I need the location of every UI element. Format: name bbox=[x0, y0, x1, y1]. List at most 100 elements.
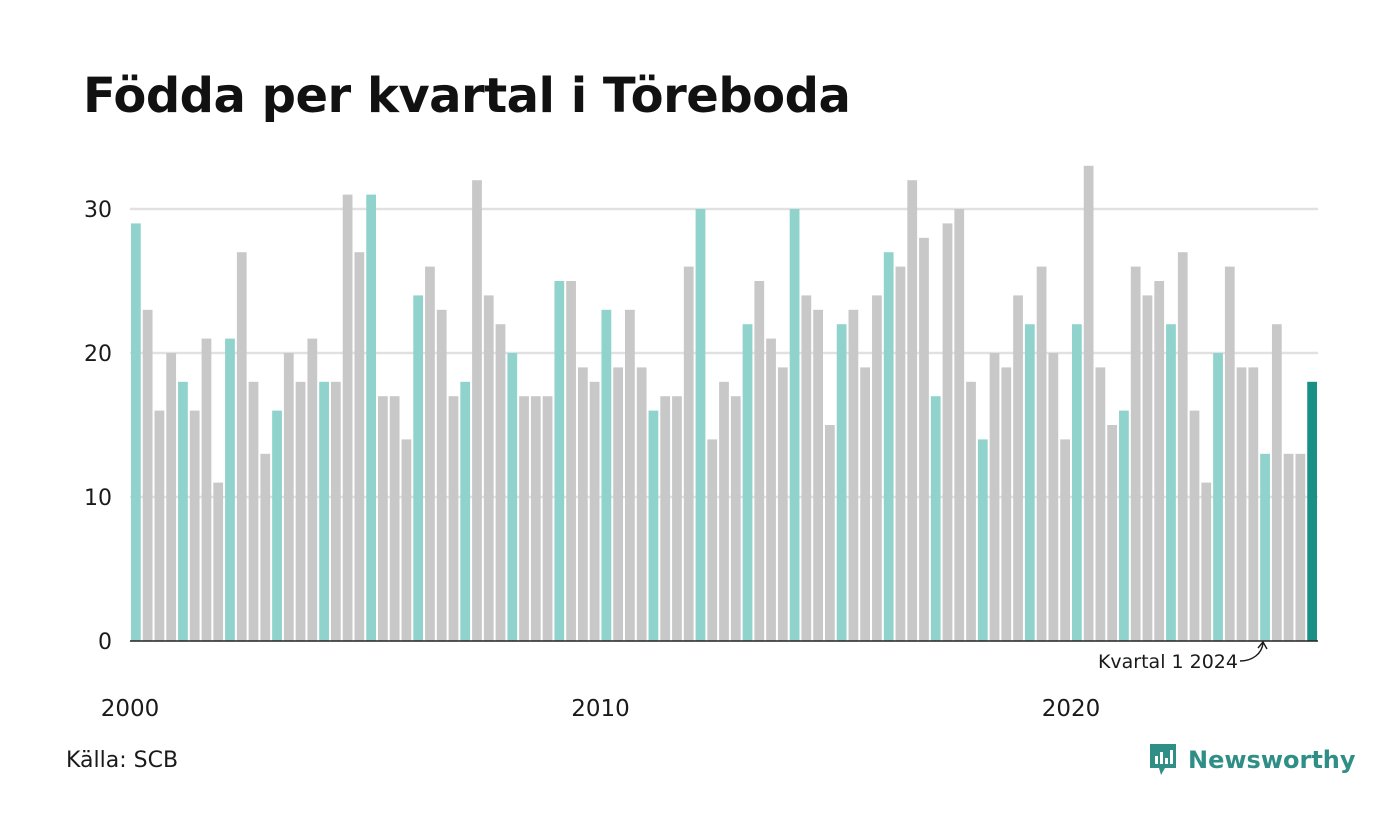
bar bbox=[389, 396, 400, 641]
bar bbox=[142, 309, 153, 641]
bar bbox=[695, 209, 706, 641]
bar bbox=[577, 367, 588, 641]
y-tick-labels: 0 10 20 30 bbox=[84, 198, 112, 655]
bar bbox=[707, 439, 718, 641]
bar bbox=[542, 396, 553, 641]
bar bbox=[636, 367, 647, 641]
bar bbox=[519, 396, 529, 641]
bar bbox=[1060, 439, 1070, 641]
bar bbox=[495, 324, 506, 641]
bar bbox=[248, 381, 259, 641]
bar bbox=[295, 381, 306, 641]
bar bbox=[413, 295, 424, 641]
bar bbox=[366, 194, 377, 641]
bar bbox=[472, 180, 482, 641]
bar bbox=[1095, 367, 1106, 641]
bar bbox=[883, 252, 894, 641]
bar bbox=[201, 338, 212, 641]
bar bbox=[1013, 295, 1023, 641]
bar bbox=[1271, 324, 1282, 641]
y-tick-label: 30 bbox=[84, 198, 112, 223]
curved-arrow-icon bbox=[1239, 640, 1268, 662]
bar bbox=[1166, 324, 1176, 641]
bar bbox=[801, 295, 812, 641]
bar bbox=[1224, 266, 1235, 641]
newsworthy-logo-icon bbox=[1150, 744, 1176, 775]
bar bbox=[954, 209, 965, 641]
bar bbox=[1177, 252, 1188, 641]
bar bbox=[354, 252, 365, 641]
bar bbox=[1260, 453, 1270, 641]
bar bbox=[307, 338, 318, 641]
x-tick-labels: 2000 2010 2020 bbox=[101, 696, 1101, 722]
bar bbox=[1283, 453, 1294, 641]
bar bbox=[1213, 353, 1223, 641]
bar bbox=[1307, 381, 1317, 641]
bar bbox=[189, 410, 200, 641]
bar bbox=[1083, 165, 1094, 642]
bar bbox=[178, 381, 188, 641]
y-tick-label: 20 bbox=[84, 342, 112, 367]
bar bbox=[554, 281, 565, 641]
bar bbox=[225, 338, 235, 641]
bar bbox=[754, 281, 765, 641]
bar bbox=[789, 209, 800, 641]
bar bbox=[1130, 266, 1141, 641]
bar bbox=[131, 223, 141, 641]
bar bbox=[660, 396, 671, 641]
bar-chart: 0 10 20 30 2000 2010 2020 Kvartal 1 2024 bbox=[84, 165, 1318, 722]
bar bbox=[648, 410, 659, 641]
bar bbox=[319, 381, 329, 641]
bar bbox=[1071, 324, 1082, 641]
bar bbox=[942, 223, 953, 641]
bar bbox=[1236, 367, 1247, 641]
bar bbox=[1119, 410, 1129, 641]
bar bbox=[989, 353, 1000, 641]
bar bbox=[1189, 410, 1200, 641]
bar bbox=[378, 396, 388, 641]
bar bbox=[330, 381, 341, 641]
bar bbox=[742, 324, 753, 641]
bar bbox=[730, 396, 741, 641]
bar bbox=[260, 453, 271, 641]
bar bbox=[977, 439, 988, 641]
bar bbox=[848, 309, 859, 641]
bar bbox=[507, 353, 518, 641]
y-tick-label: 10 bbox=[84, 486, 112, 511]
bar bbox=[566, 281, 576, 641]
bar bbox=[966, 381, 976, 641]
bar bbox=[625, 309, 635, 641]
bar bbox=[1142, 295, 1153, 641]
bar bbox=[236, 252, 247, 641]
bar bbox=[154, 410, 165, 641]
bar bbox=[824, 425, 835, 641]
bar bbox=[460, 381, 471, 641]
bar bbox=[448, 396, 459, 641]
bar bbox=[342, 194, 353, 641]
bar bbox=[907, 180, 918, 641]
bar bbox=[166, 353, 177, 641]
bar bbox=[483, 295, 494, 641]
bar bbox=[213, 482, 224, 641]
chart-title: Födda per kvartal i Töreboda bbox=[83, 68, 851, 124]
annotation: Kvartal 1 2024 bbox=[1098, 640, 1268, 673]
bar bbox=[777, 367, 788, 641]
bar bbox=[1154, 281, 1165, 641]
bar bbox=[1248, 367, 1259, 641]
bar bbox=[872, 295, 882, 641]
annotation-label: Kvartal 1 2024 bbox=[1098, 651, 1238, 673]
bar bbox=[1036, 266, 1047, 641]
bar bbox=[919, 237, 929, 642]
bar bbox=[613, 367, 624, 641]
y-tick-label: 0 bbox=[98, 630, 112, 655]
bar bbox=[401, 439, 412, 641]
bar bbox=[672, 396, 682, 641]
bar bbox=[930, 396, 941, 641]
bar bbox=[1295, 453, 1306, 641]
bar bbox=[860, 367, 871, 641]
bar bbox=[283, 353, 294, 641]
bar bbox=[719, 381, 729, 641]
bar bbox=[425, 266, 435, 641]
bar bbox=[1024, 324, 1035, 641]
bar bbox=[589, 381, 600, 641]
